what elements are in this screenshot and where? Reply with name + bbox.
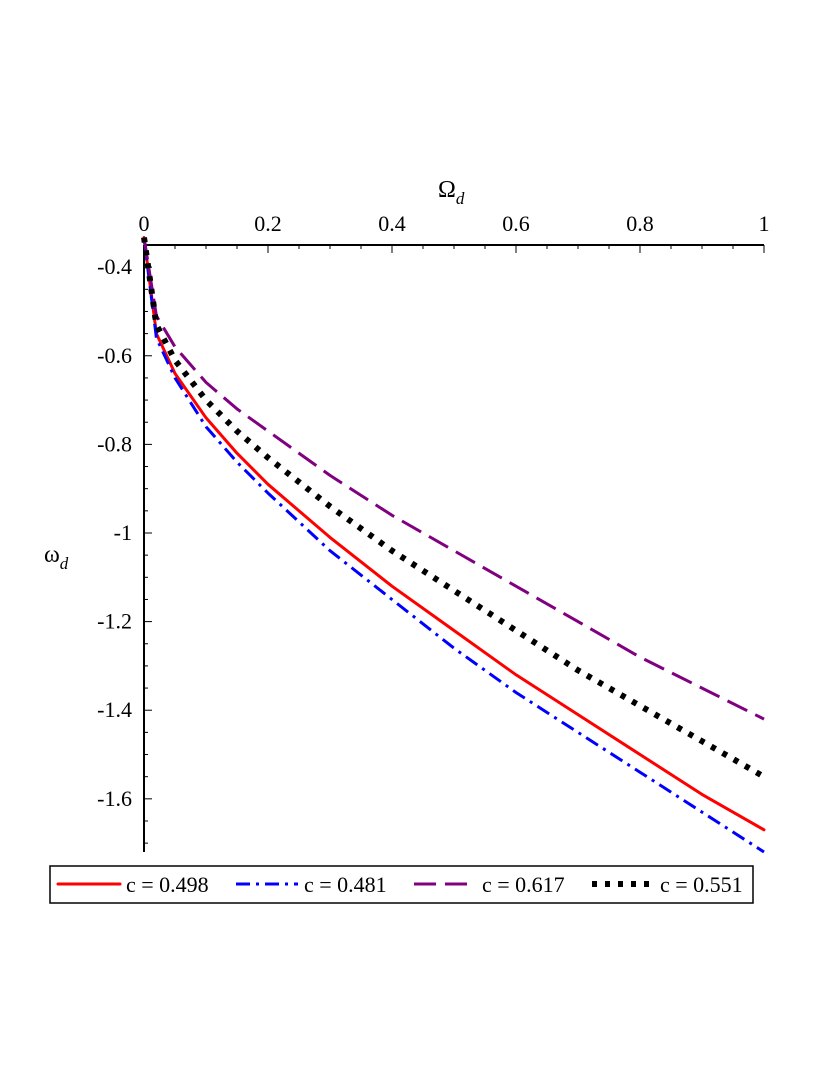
x-ticks: 0 0.2 0.4 0.6 0.8 1: [139, 211, 770, 253]
x-tick-label: 0.2: [254, 211, 282, 236]
y-tick-label: -0.8: [97, 431, 132, 456]
legend-label-1: c = 0.481: [304, 872, 387, 897]
legend-label-2: c = 0.617: [482, 872, 565, 897]
y-axis-title: ωd: [44, 542, 69, 573]
series-line-3: [141, 237, 766, 780]
y-axis-title-sub: d: [60, 554, 69, 573]
legend: c = 0.498 c = 0.481 c = 0.617 c = 0.551: [49, 865, 754, 904]
legend-label-3: c = 0.551: [660, 872, 743, 897]
axes: 0 0.2 0.4 0.6 0.8 1 -0.4 -0.6 -0.8 -1 -1.2 -1.4 -1.…: [97, 211, 770, 852]
y-tick-label: -0.6: [97, 343, 132, 368]
y-ticks: -0.4 -0.6 -0.8 -1 -1.2 -1.4 -1.6: [97, 254, 152, 844]
x-tick-label: 1: [759, 211, 770, 236]
series-line-0: [142, 236, 766, 832]
series-lines: [141, 236, 766, 854]
x-tick-label: 0.4: [378, 211, 406, 236]
y-tick-label: -1.6: [97, 786, 132, 811]
y-axis-title-main: ω: [44, 542, 60, 568]
series-line-1: [142, 237, 765, 854]
y-tick-label: -1.2: [97, 609, 132, 634]
y-tick-label: -1: [114, 520, 132, 545]
x-axis-title: Ωd: [438, 177, 465, 208]
x-axis-title-main: Ω: [438, 177, 456, 203]
y-tick-label: -0.4: [97, 254, 132, 279]
x-tick-label: 0: [139, 211, 150, 236]
x-axis-title-sub: d: [456, 189, 465, 208]
legend-items: c = 0.498 c = 0.481 c = 0.617 c = 0.551: [56, 872, 743, 897]
y-tick-label: -1.4: [97, 697, 132, 722]
x-tick-label: 0.6: [502, 211, 530, 236]
legend-label-0: c = 0.498: [126, 872, 209, 897]
series-line-2: [142, 237, 765, 721]
x-tick-label: 0.8: [626, 211, 654, 236]
